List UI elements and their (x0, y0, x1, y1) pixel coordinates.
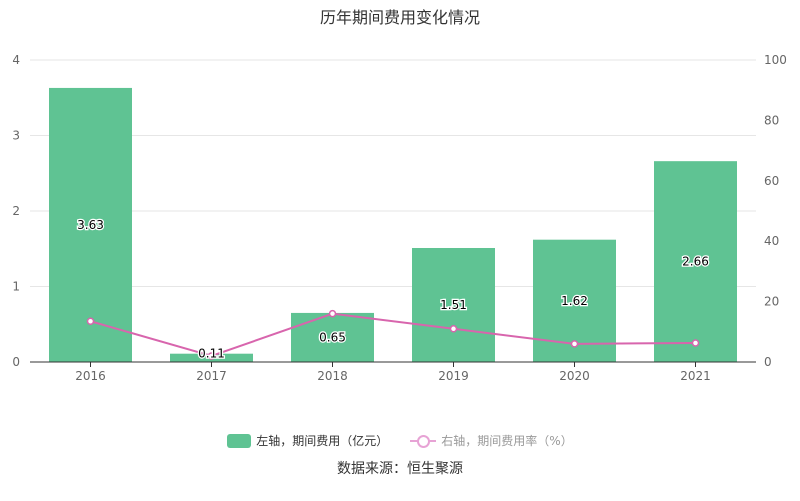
y-left-tick-label: 4 (12, 53, 20, 67)
data-source: 数据来源：恒生聚源 (337, 461, 463, 477)
bar-value-label: 3.63 (77, 218, 104, 232)
bar-value-label: 1.62 (561, 294, 588, 308)
bar (291, 312, 374, 362)
chart-title: 历年期间费用变化情况 (319, 8, 480, 27)
bar (49, 87, 132, 362)
legend-item-rate[interactable]: 右轴，期间费用率（%） (410, 432, 573, 449)
y-right-tick-label: 0 (764, 355, 772, 369)
legend: 左轴，期间费用（亿元） 右轴，期间费用率（%） (0, 432, 800, 449)
bar (412, 247, 495, 362)
x-tick-label: 2021 (680, 369, 711, 383)
rate-point (449, 325, 458, 333)
y-left-tick-label: 0 (12, 355, 20, 369)
y-right-tick-label: 60 (764, 174, 779, 188)
rate-point (691, 339, 700, 347)
y-right-tick-label: 40 (764, 234, 779, 248)
y-right-tick-label: 100 (764, 53, 787, 67)
bar-value-label: 2.66 (682, 255, 709, 269)
bar-value-label: 1.51 (440, 298, 467, 312)
rate-line (90, 312, 696, 358)
legend-label-rate: 右轴，期间费用率（%） (441, 434, 573, 448)
bar-value-label: 0.11 (198, 347, 225, 361)
rate-point (328, 309, 337, 318)
rate-point (86, 317, 95, 325)
y-left-tick-label: 3 (12, 129, 20, 143)
x-tick-label: 2018 (317, 369, 348, 383)
bar-value-label: 0.65 (319, 330, 346, 344)
x-tick-label: 2017 (196, 369, 227, 383)
x-tick-label: 2020 (559, 369, 590, 383)
y-right-tick-label: 20 (764, 295, 779, 309)
y-left-tick-label: 2 (12, 204, 20, 218)
rate-point (570, 340, 579, 348)
legend-label-expense: 左轴，期间费用（亿元） (256, 434, 389, 448)
legend-line-swatch (410, 434, 437, 448)
bar (654, 161, 737, 362)
legend-bar-swatch (227, 433, 252, 448)
y-right-tick-label: 80 (764, 113, 779, 127)
y-left-tick-label: 1 (12, 280, 20, 294)
x-tick-label: 2016 (75, 369, 106, 383)
rate-point (207, 352, 216, 360)
legend-item-expense[interactable]: 左轴，期间费用（亿元） (227, 432, 388, 449)
x-tick-label: 2019 (438, 369, 469, 383)
